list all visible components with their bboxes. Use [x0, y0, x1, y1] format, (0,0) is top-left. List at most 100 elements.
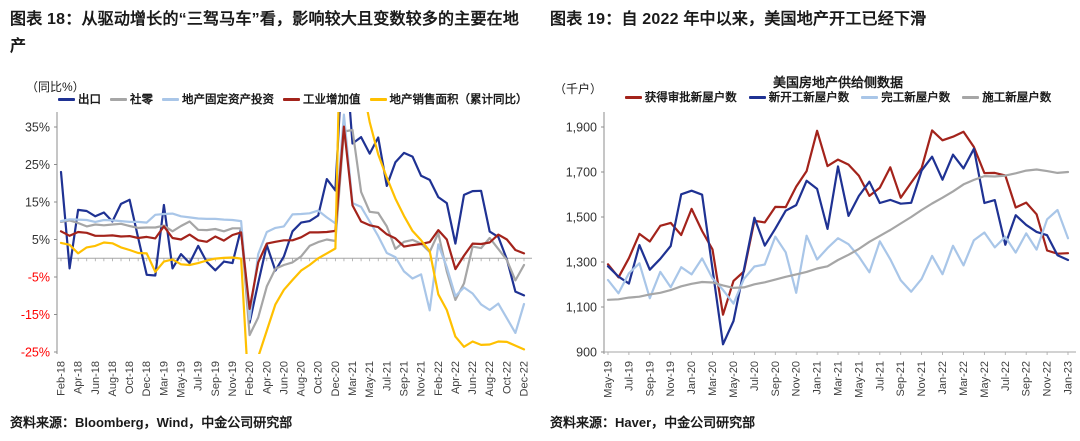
legend: 出口 社零 地产固定资产投资 工业增加值 地产销售面积（累计同比） [58, 91, 536, 107]
x-tick-label: Feb-18 [56, 361, 68, 396]
x-tick-label: Jul-21 [381, 361, 393, 391]
legend-item: 地产固定资产投资 [162, 91, 274, 107]
x-tick-label: May-20 [728, 361, 740, 398]
x-tick-label: Dec-22 [519, 361, 531, 396]
series-line-工业增加值 [59, 125, 526, 310]
y-tick-label: 15% [25, 196, 50, 210]
legend-line-icon [861, 95, 879, 99]
legend-label: 社零 [130, 94, 153, 106]
legend-line-icon [624, 95, 642, 99]
china-growth-drivers-line-chart: -25% -15% -5% 5% 15% 25% 35% Feb-18 Apr-18 Jun-18… [21, 112, 532, 398]
x-tick-label: Sep-19 [210, 361, 222, 396]
x-tick-label: Oct-18 [124, 361, 136, 394]
x-tick-label: May-19 [603, 361, 615, 398]
x-tick-label: Apr-20 [261, 361, 273, 394]
x-tick-label: Aug-20 [296, 361, 308, 396]
series-line-地产销售面积（累计同比） [59, 112, 526, 354]
x-tick-label: May-22 [979, 361, 991, 398]
legend-line-icon [58, 97, 75, 101]
y-axis-unit-label: （千户） [554, 82, 603, 96]
x-tick-label: Apr-22 [450, 361, 462, 394]
x-tick-label: Jul-19 [193, 361, 205, 391]
y-tick-label: 1,900 [566, 121, 597, 135]
x-tick-label: Dec-18 [141, 361, 153, 396]
x-tick-label: Jan-21 [812, 361, 824, 395]
x-tick-label: Nov-21 [416, 361, 428, 396]
legend-item: 社零 [110, 91, 153, 107]
chart-title: 美国房地产供给侧数据 [772, 75, 903, 90]
x-tick-label: Sep-21 [895, 361, 907, 396]
x-tick-label: Jun-20 [278, 361, 290, 395]
legend: 获得审批新屋户数 新开工新屋户数 完工新屋户数 施工新屋户数 [604, 89, 1072, 105]
x-tick-label: Aug-18 [107, 361, 119, 396]
x-tick-label: May-21 [364, 361, 376, 398]
x-tick-label: Sep-21 [398, 361, 410, 396]
x-tick-label: Mar-22 [958, 361, 970, 396]
x-tick-label: Jan-22 [937, 361, 949, 395]
legend-item: 施工新屋户数 [962, 89, 1051, 105]
x-tick-label: Oct-20 [313, 361, 325, 394]
x-tick-label: Apr-18 [73, 361, 85, 394]
legend-label: 完工新屋户数 [881, 92, 951, 104]
x-tick-label: Aug-22 [484, 361, 496, 396]
legend-label: 新开工新屋户数 [768, 92, 850, 104]
legend-label: 施工新屋户数 [982, 92, 1052, 104]
legend-line-icon [962, 95, 980, 99]
x-tick-label: Oct-22 [501, 361, 513, 394]
y-tick-label: 1,300 [566, 256, 597, 270]
y-tick-label: 25% [25, 158, 50, 172]
y-tick-label: 5% [32, 233, 50, 247]
source-note: 资料来源：Haver，中金公司研究部 [550, 415, 756, 430]
y-tick-label: 1,700 [566, 166, 597, 180]
x-tick-label: May-21 [853, 361, 865, 398]
x-tick-label: Mar-19 [158, 361, 170, 396]
legend-line-icon [162, 97, 179, 101]
y-tick-label: -5% [28, 271, 50, 285]
y-tick-label: 1,100 [566, 301, 597, 315]
panel-figure-18: 图表 18：从驱动增长的“三驾马车”看，影响较大且变数较多的主要在地产 （同比%… [10, 11, 536, 430]
x-tick-label: Jul-22 [1000, 361, 1012, 391]
panel-figure-19: 图表 19：自 2022 年中以来，美国地产开工已经下滑 （千户） 美国房地产供… [540, 0, 1080, 441]
x-tick-label: Mar-21 [833, 361, 845, 396]
series-line-社零 [59, 128, 526, 337]
figure-18-title: 图表 18：从驱动增长的“三驾马车”看，影响较大且变数较多的主要在地产 [10, 11, 520, 55]
x-tick-label: Sep-22 [1021, 361, 1033, 396]
x-tick-label: Dec-20 [330, 361, 342, 396]
legend-line-icon [369, 97, 387, 101]
legend-item: 获得审批新屋户数 [624, 89, 737, 105]
legend-line-icon [748, 95, 766, 99]
source-note: 资料来源：Bloomberg，Wind，中金公司研究部 [10, 415, 293, 430]
x-tick-label: Nov-19 [665, 361, 677, 396]
y-tick-label: -25% [21, 346, 50, 360]
legend-line-icon [110, 97, 127, 101]
x-tick-label: Jan-20 [686, 361, 698, 395]
legend-label: 出口 [78, 94, 101, 106]
series-line-施工新屋户数 [606, 168, 1070, 301]
x-tick-label: Nov-20 [791, 361, 803, 396]
x-tick-label: Nov-22 [1042, 361, 1054, 396]
legend-item: 工业增加值 [283, 91, 361, 107]
x-tick-label: Sep-19 [644, 361, 656, 396]
x-tick-label: Nov-19 [227, 361, 239, 396]
x-tick-label: Mar-21 [347, 361, 359, 396]
legend-item: 新开工新屋户数 [748, 89, 850, 105]
x-tick-label: Sep-20 [770, 361, 782, 396]
figure-19-title: 图表 19：自 2022 年中以来，美国地产开工已经下滑 [550, 11, 927, 28]
x-tick-label: May-19 [176, 361, 188, 398]
y-tick-label: -15% [21, 308, 50, 322]
x-tick-label: Jun-22 [467, 361, 479, 395]
y-tick-label: 1,500 [566, 211, 597, 225]
series-line-完工新屋户数 [606, 208, 1070, 305]
y-axis-unit-label: （同比%） [26, 80, 85, 94]
legend-item: 地产销售面积（累计同比） [369, 91, 528, 107]
x-tick-label: Nov-21 [916, 361, 928, 396]
legend-item: 完工新屋户数 [861, 89, 950, 105]
series-line-地产固定资产投资 [59, 113, 526, 334]
series-line-获得审批新屋户数 [606, 129, 1070, 316]
x-tick-label: Jan-23 [1063, 361, 1075, 395]
y-tick-label: 900 [576, 346, 597, 360]
series-line-新开工新屋户数 [606, 147, 1070, 346]
legend-label: 地产固定资产投资 [182, 94, 274, 106]
x-tick-label: Jun-18 [90, 361, 102, 395]
